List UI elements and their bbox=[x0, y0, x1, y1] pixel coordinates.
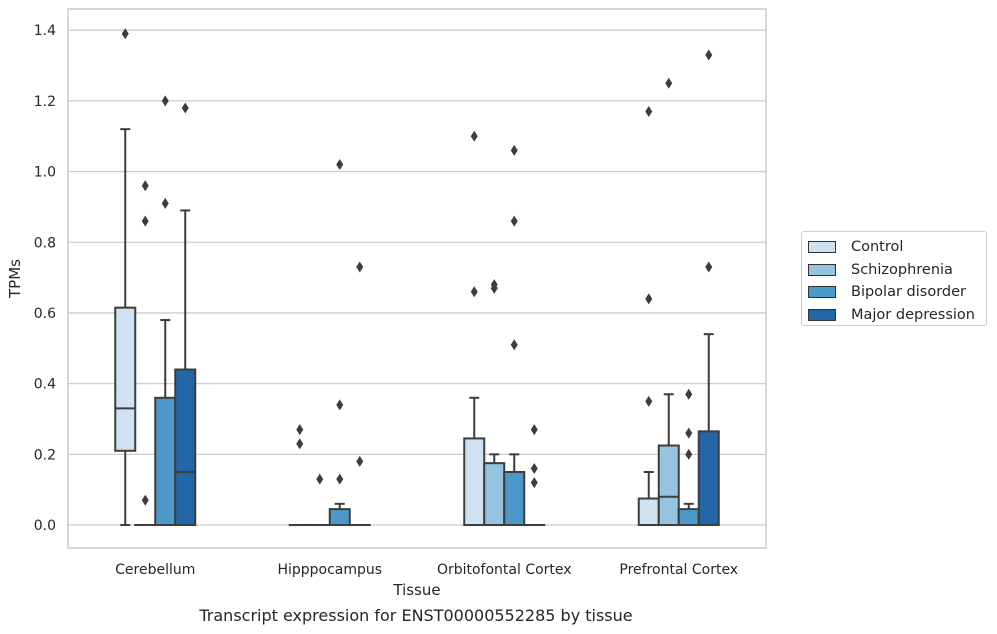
box-body bbox=[483, 462, 506, 527]
outlier-point bbox=[161, 95, 169, 107]
box-bipolar-disorder-prefrontal-cortex bbox=[677, 388, 700, 527]
x-tick-label: Orbitofontal Cortex bbox=[437, 562, 572, 578]
y-tick-labels: 0.0 0.2 0.4 0.6 0.8 1.0 1.2 1.4 bbox=[34, 23, 56, 534]
box-body bbox=[637, 497, 660, 527]
box-control-prefrontal-cortex bbox=[637, 105, 660, 527]
outlier-point bbox=[141, 180, 149, 192]
legend-swatch-schizophrenia bbox=[808, 263, 836, 276]
outlier-point bbox=[705, 49, 713, 61]
x-tick-label: Hipppocampus bbox=[277, 562, 382, 578]
box-body bbox=[463, 437, 486, 527]
outlier-point bbox=[645, 293, 653, 305]
legend-label-schizophrenia: Schizophrenia bbox=[851, 261, 953, 278]
boxes bbox=[114, 28, 720, 527]
box-major-depression-orbitofontal-cortex bbox=[523, 424, 546, 527]
outlier-point bbox=[530, 462, 538, 474]
outlier-point bbox=[470, 286, 478, 298]
x-tick-label: Prefrontal Cortex bbox=[619, 562, 738, 578]
outlier-point bbox=[530, 424, 538, 436]
legend-item-schizophrenia: Schizophrenia bbox=[808, 259, 986, 282]
box-body bbox=[697, 430, 720, 527]
box-body bbox=[503, 471, 526, 527]
box-body bbox=[677, 508, 700, 527]
box-control-orbitofontal-cortex bbox=[463, 130, 486, 527]
x-tick-labels: Cerebellum Hipppocampus Orbitofontal Corte… bbox=[115, 562, 738, 578]
outlier-point bbox=[141, 215, 149, 227]
legend-label-control: Control bbox=[851, 239, 904, 256]
outlier-point bbox=[685, 448, 693, 460]
outlier-point bbox=[121, 28, 129, 40]
outlier-point bbox=[510, 339, 518, 351]
box-bipolar-disorder-hipppocampus bbox=[328, 159, 351, 527]
box-major-depression-cerebellum bbox=[174, 102, 197, 527]
outlier-point bbox=[705, 261, 713, 273]
legend-swatch-control bbox=[808, 241, 836, 254]
outlier-point bbox=[530, 477, 538, 489]
legend-item-bipolar-disorder: Bipolar disorder bbox=[808, 281, 986, 304]
outlier-point bbox=[316, 473, 324, 485]
outlier-point bbox=[356, 455, 364, 467]
outlier-point bbox=[161, 197, 169, 209]
figure-caption: Transcript expression for ENST0000055228… bbox=[199, 606, 633, 625]
box-major-depression-prefrontal-cortex bbox=[697, 49, 720, 527]
outlier-point bbox=[336, 473, 344, 485]
box-body bbox=[114, 306, 137, 452]
box-major-depression-hipppocampus bbox=[348, 261, 371, 527]
outlier-point bbox=[296, 438, 304, 450]
box-control-cerebellum bbox=[114, 28, 137, 527]
outlier-point bbox=[336, 399, 344, 411]
outlier-point bbox=[181, 102, 189, 114]
box-bipolar-disorder-cerebellum bbox=[154, 95, 177, 527]
box-schizophrenia-prefrontal-cortex bbox=[657, 77, 680, 527]
outlier-point bbox=[356, 261, 364, 273]
box-schizophrenia-cerebellum bbox=[134, 180, 157, 527]
y-tick-label: 0.6 bbox=[34, 306, 56, 322]
y-tick-label: 1.2 bbox=[34, 94, 56, 110]
y-tick-label: 0.4 bbox=[34, 377, 56, 393]
x-axis-title: Tissue bbox=[392, 581, 440, 599]
y-tick-label: 0.2 bbox=[34, 447, 56, 463]
legend-item-major-depression: Major depression bbox=[808, 304, 986, 327]
box-schizophrenia-hipppocampus bbox=[308, 473, 331, 527]
y-tick-label: 0.8 bbox=[34, 235, 56, 251]
y-tick-label: 1.4 bbox=[34, 23, 56, 39]
box-schizophrenia-orbitofontal-cortex bbox=[483, 279, 506, 527]
outlier-point bbox=[296, 424, 304, 436]
legend: Control Schizophrenia Bipolar disorder M… bbox=[801, 231, 987, 326]
legend-label-bipolar-disorder: Bipolar disorder bbox=[851, 284, 966, 301]
box-bipolar-disorder-orbitofontal-cortex bbox=[503, 144, 526, 527]
outlier-point bbox=[470, 130, 478, 142]
outlier-point bbox=[336, 159, 344, 171]
legend-swatch-bipolar-disorder bbox=[808, 286, 836, 299]
x-tick-label: Cerebellum bbox=[115, 562, 195, 578]
legend-label-major-depression: Major depression bbox=[851, 306, 975, 323]
box-body bbox=[328, 508, 351, 527]
y-tick-label: 0.0 bbox=[34, 518, 56, 534]
legend-swatch-major-depression bbox=[808, 308, 836, 321]
outlier-point bbox=[645, 105, 653, 117]
box-body bbox=[154, 396, 177, 527]
outlier-point bbox=[685, 388, 693, 400]
outlier-point bbox=[510, 144, 518, 156]
plot-frame bbox=[67, 8, 767, 549]
box-control-hipppocampus bbox=[288, 424, 311, 527]
outlier-point bbox=[685, 427, 693, 439]
y-axis-title: TPMs bbox=[6, 259, 24, 299]
y-tick-label: 1.0 bbox=[34, 165, 56, 181]
outlier-point bbox=[490, 282, 498, 294]
outlier-point bbox=[645, 395, 653, 407]
outlier-point bbox=[665, 77, 673, 89]
legend-item-control: Control bbox=[808, 236, 986, 259]
outlier-point bbox=[510, 215, 518, 227]
outlier-point bbox=[141, 494, 149, 506]
box-body bbox=[657, 444, 680, 527]
box-body bbox=[174, 368, 197, 527]
